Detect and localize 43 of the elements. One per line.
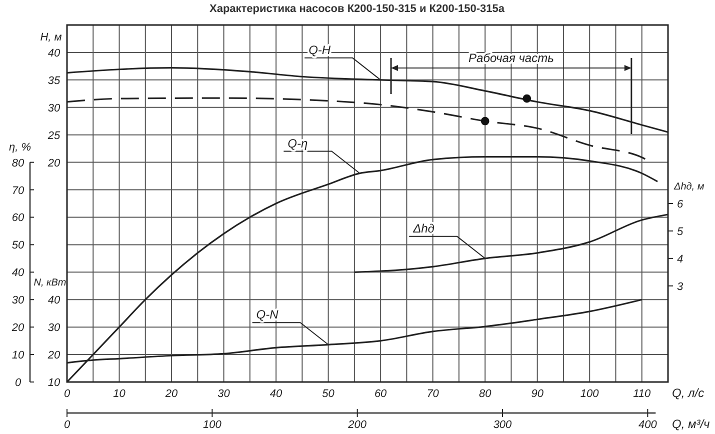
x-tick-label: 110 xyxy=(633,388,652,400)
y-axis-title: H, м xyxy=(40,31,62,44)
y2-tick-label: 40 xyxy=(12,267,25,280)
y3-tick-label: 10 xyxy=(48,377,61,389)
x-tick-label: 10 xyxy=(113,388,126,400)
x2-tick-label: 100 xyxy=(202,419,222,431)
x2-tick-label: 200 xyxy=(347,419,368,431)
x-tick-label: 30 xyxy=(218,388,231,400)
y2-axis-title: η, % xyxy=(9,141,32,154)
x-tick-label: 50 xyxy=(322,388,336,400)
y2-tick-label: 20 xyxy=(10,322,25,334)
y-tick-label: 3 xyxy=(676,280,684,293)
x-axis-title: Q, л/с xyxy=(672,386,704,400)
x-tick-label: 0 xyxy=(64,388,71,400)
y-tick-label: 35 xyxy=(48,74,61,87)
y3-axis-title: N, кВт xyxy=(34,278,66,289)
x2-tick-label: 0 xyxy=(64,419,71,431)
x-tick-label: 60 xyxy=(374,388,388,400)
x-tick-label: 70 xyxy=(426,388,440,400)
y2-tick-label: 60 xyxy=(12,212,25,224)
y2-tick-label: 10 xyxy=(12,350,25,362)
x2-tick-label: 400 xyxy=(638,419,658,431)
y2-tick-label: 50 xyxy=(12,240,25,252)
y-tick-label: 6 xyxy=(676,198,684,210)
y2-tick-label: 80 xyxy=(12,157,25,170)
y2-tick-label: 0 xyxy=(14,377,22,389)
x-tick-label: 20 xyxy=(164,388,179,400)
x2-axis-title: Q, м³/ч xyxy=(672,417,710,431)
x-tick-label: 90 xyxy=(531,388,544,400)
y2-tick-label: 70 xyxy=(12,184,25,197)
y-tick-label: 40 xyxy=(48,47,61,60)
y-tick-label: 30 xyxy=(48,102,61,114)
y2-tick-label: 30 xyxy=(12,294,25,307)
x-tick-label: 80 xyxy=(478,388,492,400)
y-tick-label: 4 xyxy=(676,253,684,266)
y-tick-label: 25 xyxy=(46,130,61,142)
x2-tick-label: 300 xyxy=(493,419,513,431)
x-tick-label: 40 xyxy=(270,388,284,400)
y-tick-label: 20 xyxy=(46,157,61,170)
x-tick-label: 100 xyxy=(580,388,600,400)
y-axis-title: Δhд, м xyxy=(673,182,704,192)
y-tick-label: 5 xyxy=(676,226,684,238)
chart-title: Характеристика насосов К200-150-315 и К200-150-315а xyxy=(209,3,506,15)
